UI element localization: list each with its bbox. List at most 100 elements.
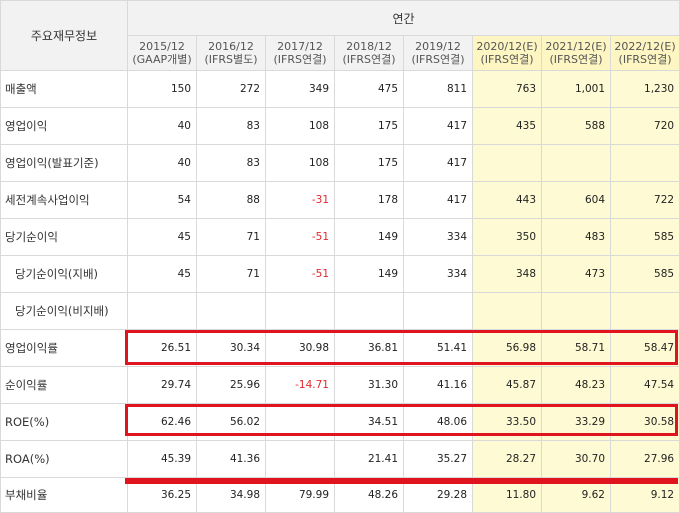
value-cell: 56.98 — [472, 329, 542, 367]
value-cell: 417 — [403, 107, 473, 145]
value-cell: 21.41 — [334, 440, 404, 478]
value-cell: 30.98 — [265, 329, 335, 367]
value-cell: 588 — [541, 107, 611, 145]
value-cell: -14.71 — [265, 366, 335, 404]
value-cell: -31 — [265, 181, 335, 219]
value-cell: 604 — [541, 181, 611, 219]
value-cell: 9.62 — [541, 477, 611, 513]
year-header: 2020/12(E) (IFRS연결) — [472, 35, 542, 71]
year-period: 2016/12 — [208, 40, 254, 53]
year-period: 2022/12(E) — [614, 40, 676, 53]
value-cell: 443 — [472, 181, 542, 219]
value-cell: 29.28 — [403, 477, 473, 513]
row-label: 당기순이익 — [0, 218, 128, 256]
value-cell: 11.80 — [472, 477, 542, 513]
annual-group-header: 연간 — [126, 0, 680, 36]
value-cell: 41.36 — [196, 440, 266, 478]
value-cell — [265, 403, 335, 441]
value-cell — [472, 292, 542, 330]
value-cell: 47.54 — [609, 366, 680, 404]
value-cell: 58.47 — [609, 329, 680, 367]
value-cell: 34.51 — [334, 403, 404, 441]
value-cell — [541, 144, 611, 182]
value-cell: 178 — [334, 181, 404, 219]
table-row: ROA(%) 45.39 41.36 21.41 35.27 28.27 30.70 27.9… — [0, 440, 680, 478]
value-cell: 48.26 — [334, 477, 404, 513]
table-row: 당기순이익 45 71 -51 149 334 350 483 585 — [0, 218, 680, 256]
value-cell: 40 — [127, 144, 197, 182]
year-period: 2018/12 — [346, 40, 392, 53]
value-cell: 56.02 — [196, 403, 266, 441]
table-row: 매출액 150 272 349 475 811 763 1,001 1,230 — [0, 70, 680, 108]
value-cell: 108 — [265, 107, 335, 145]
value-cell: 26.51 — [127, 329, 197, 367]
value-cell: 28.27 — [472, 440, 542, 478]
value-cell: 149 — [334, 218, 404, 256]
year-period: 2021/12(E) — [545, 40, 607, 53]
year-basis: (IFRS연결) — [549, 53, 603, 66]
row-label: ROE(%) — [0, 403, 128, 441]
value-cell — [403, 292, 473, 330]
year-period: 2015/12 — [139, 40, 185, 53]
year-basis: (IFRS연결) — [342, 53, 396, 66]
value-cell — [334, 292, 404, 330]
value-cell: 62.46 — [127, 403, 197, 441]
value-cell: 350 — [472, 218, 542, 256]
table-row: 영업이익 40 83 108 175 417 435 588 720 — [0, 107, 680, 145]
value-cell: 348 — [472, 255, 542, 293]
value-cell — [541, 292, 611, 330]
value-cell: 417 — [403, 144, 473, 182]
year-period: 2020/12(E) — [476, 40, 538, 53]
value-cell: 722 — [609, 181, 680, 219]
year-header: 2016/12 (IFRS별도) — [196, 35, 266, 71]
value-cell: 149 — [334, 255, 404, 293]
value-cell: 71 — [196, 255, 266, 293]
table-row: 영업이익(발표기준) 40 83 108 175 417 — [0, 144, 680, 182]
value-cell: 763 — [472, 70, 542, 108]
row-label: 세전계속사업이익 — [0, 181, 128, 219]
table-row: 당기순이익(지배) 45 71 -51 149 334 348 473 585 — [0, 255, 680, 293]
row-label: 부채비율 — [0, 477, 128, 513]
value-cell: 33.29 — [541, 403, 611, 441]
value-cell: 40 — [127, 107, 197, 145]
value-cell: 58.71 — [541, 329, 611, 367]
year-header: 2017/12 (IFRS연결) — [265, 35, 335, 71]
value-cell: 29.74 — [127, 366, 197, 404]
year-basis: (IFRS연결) — [273, 53, 327, 66]
year-basis: (IFRS연결) — [480, 53, 534, 66]
value-cell — [472, 144, 542, 182]
row-label: 영업이익 — [0, 107, 128, 145]
value-cell: 1,230 — [609, 70, 680, 108]
value-cell: 175 — [334, 144, 404, 182]
row-label: 영업이익률 — [0, 329, 128, 367]
row-title-header: 주요재무정보 — [0, 0, 128, 71]
year-basis: (GAAP개별) — [132, 53, 192, 66]
table-row: 세전계속사업이익 54 88 -31 178 417 443 604 722 — [0, 181, 680, 219]
value-cell: 45.87 — [472, 366, 542, 404]
row-label: ROA(%) — [0, 440, 128, 478]
value-cell: 83 — [196, 107, 266, 145]
value-cell: 272 — [196, 70, 266, 108]
value-cell: 30.58 — [609, 403, 680, 441]
year-header: 2015/12 (GAAP개별) — [127, 35, 197, 71]
value-cell: 45.39 — [127, 440, 197, 478]
table-row: 순이익률 29.74 25.96 -14.71 31.30 41.16 45.87 48.23… — [0, 366, 680, 404]
value-cell: 31.30 — [334, 366, 404, 404]
value-cell: -51 — [265, 255, 335, 293]
value-cell: 34.98 — [196, 477, 266, 513]
value-cell: 483 — [541, 218, 611, 256]
value-cell: 30.70 — [541, 440, 611, 478]
value-cell: 54 — [127, 181, 197, 219]
value-cell: 473 — [541, 255, 611, 293]
value-cell: 79.99 — [265, 477, 335, 513]
value-cell: 27.96 — [609, 440, 680, 478]
value-cell — [265, 292, 335, 330]
year-header: 2019/12 (IFRS연결) — [403, 35, 473, 71]
value-cell — [609, 144, 680, 182]
value-cell: 1,001 — [541, 70, 611, 108]
value-cell: 435 — [472, 107, 542, 145]
value-cell: 585 — [609, 255, 680, 293]
value-cell: 30.34 — [196, 329, 266, 367]
value-cell: 48.23 — [541, 366, 611, 404]
